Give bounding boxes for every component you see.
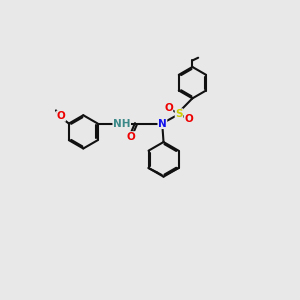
- Text: O: O: [57, 111, 65, 121]
- Text: O: O: [164, 103, 173, 113]
- Text: NH: NH: [113, 118, 130, 128]
- Text: O: O: [184, 114, 193, 124]
- Text: N: N: [158, 118, 167, 128]
- Text: S: S: [175, 109, 183, 119]
- Text: O: O: [127, 132, 135, 142]
